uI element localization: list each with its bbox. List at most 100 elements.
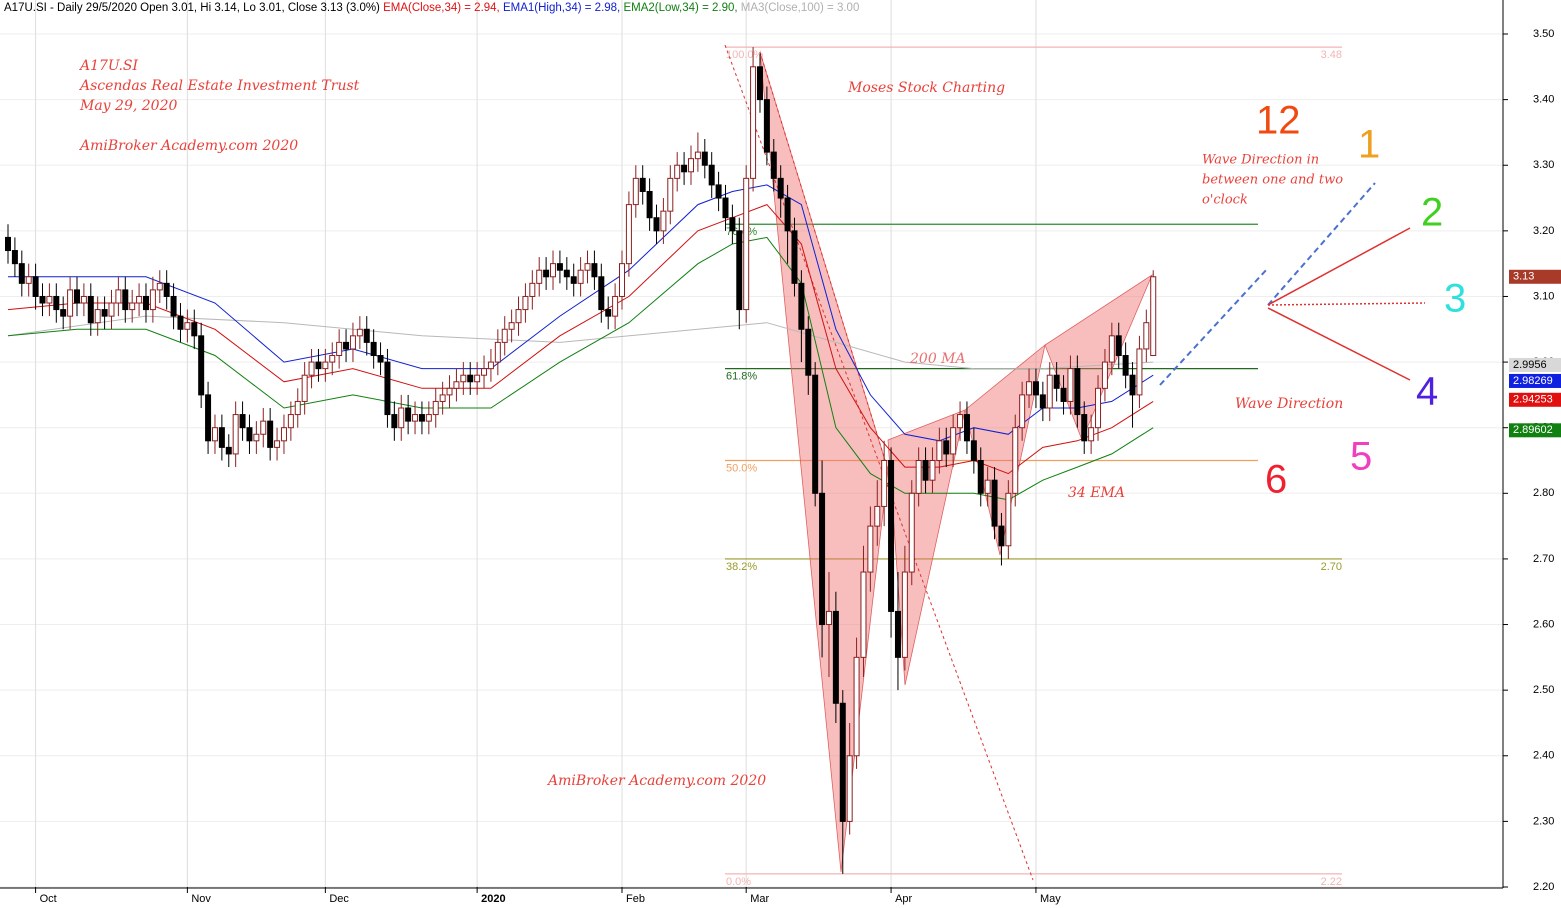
candle-body [487, 361, 494, 370]
candle-body [819, 492, 826, 626]
candle-body [860, 571, 867, 658]
candle-body [646, 190, 653, 219]
candle-body [363, 328, 370, 343]
candle-body [922, 460, 929, 481]
candle-body [846, 755, 853, 822]
candle-body [687, 158, 694, 173]
y-tick-label: 3.20 [1533, 225, 1554, 237]
candle-body [756, 66, 763, 101]
x-tick-label: Mar [750, 893, 769, 905]
candle-body [1108, 335, 1115, 363]
candle-body [391, 414, 398, 429]
candle-body [501, 328, 508, 343]
price-label: 3.13 [1513, 271, 1534, 283]
candle-body [522, 295, 529, 311]
candle-body [908, 492, 915, 573]
candle-body [177, 315, 184, 330]
indicator-line [7, 236, 1154, 501]
candle-body [274, 440, 281, 448]
candle-body [425, 414, 432, 422]
y-tick-label: 2.80 [1533, 487, 1554, 499]
candle-body [950, 427, 957, 455]
candle-body [191, 322, 198, 337]
clock-number: 2 [1421, 191, 1443, 235]
candle-body [605, 309, 612, 317]
candle-body [474, 374, 481, 383]
candle-body [60, 309, 67, 317]
fib-price: 2.22 [1321, 876, 1342, 888]
fib-label: 100.0% [726, 49, 764, 61]
candle-body [743, 177, 750, 311]
candle-body [218, 427, 225, 448]
candle-body [750, 66, 757, 179]
candle-body [446, 387, 453, 396]
marks [5, 47, 1157, 874]
candle-body [377, 355, 384, 363]
candle-body [729, 217, 736, 232]
candle-body [1039, 394, 1046, 409]
annotation: AmiBroker Academy.com 2020 [546, 773, 766, 789]
candle-body [384, 361, 391, 416]
candle-body [619, 263, 626, 297]
candle-body [674, 164, 681, 179]
price-label: 2.89602 [1513, 424, 1553, 436]
candle-body [232, 414, 239, 455]
candle-body [239, 414, 246, 429]
candle-body [936, 440, 943, 462]
candle-body [322, 361, 329, 370]
candle-body [770, 151, 777, 179]
y-tick-label: 2.30 [1533, 815, 1554, 827]
candle-body [784, 197, 791, 232]
x-tick-label: 2020 [481, 893, 505, 905]
clock-number: 6 [1265, 458, 1287, 502]
candle-body [308, 361, 315, 376]
candle-body [508, 322, 515, 330]
candle-body [156, 282, 163, 291]
x-tick-label: May [1040, 893, 1061, 905]
clock-number: 4 [1416, 370, 1438, 414]
candle-body [287, 414, 294, 429]
annotation: A17U.SI [78, 58, 138, 74]
candle-body [80, 295, 87, 304]
candle-body [722, 197, 729, 219]
y-tick-label: 2.50 [1533, 684, 1554, 696]
candle-body [777, 177, 784, 199]
x-tick-label: Dec [329, 893, 349, 905]
y-tick-label: 2.40 [1533, 750, 1554, 762]
candle-body [888, 460, 895, 612]
trend-line [724, 44, 1034, 881]
candle-body [529, 282, 536, 297]
candle-body [184, 322, 191, 330]
candle-body [343, 341, 350, 350]
candle-body [584, 263, 591, 271]
candle-body [867, 525, 874, 573]
candle-body [5, 236, 12, 252]
candle-body [225, 446, 232, 455]
header: A17U.SI - Daily 29/5/2020 Open 3.01, Hi … [4, 2, 859, 14]
candle-body [736, 230, 743, 311]
candle-body [356, 328, 363, 337]
price-label-box [1509, 373, 1561, 388]
candle-body [246, 427, 253, 442]
candle-body [963, 414, 970, 442]
clock-number: 3 [1444, 277, 1466, 321]
annotation: AmiBroker Academy.com 2020 [78, 138, 298, 154]
candle-body [894, 610, 901, 658]
price-label-box [1509, 357, 1561, 372]
x-tick-label: Oct [40, 893, 57, 905]
candle-body [625, 204, 632, 265]
y-tick-label: 2.20 [1533, 881, 1554, 893]
candle-body [1019, 394, 1026, 429]
candle-body [1026, 381, 1033, 396]
candle-body [1122, 355, 1129, 376]
header-part: EMA2(Low,34) = 2.90, [623, 2, 740, 14]
clock-number: 12 [1256, 99, 1301, 143]
candle-body [370, 341, 377, 357]
candle-body [205, 394, 212, 442]
candle-body [467, 374, 474, 383]
candle-body [708, 164, 715, 186]
candle-body [536, 269, 543, 284]
candle-body [349, 335, 356, 350]
candle-body [336, 341, 343, 357]
